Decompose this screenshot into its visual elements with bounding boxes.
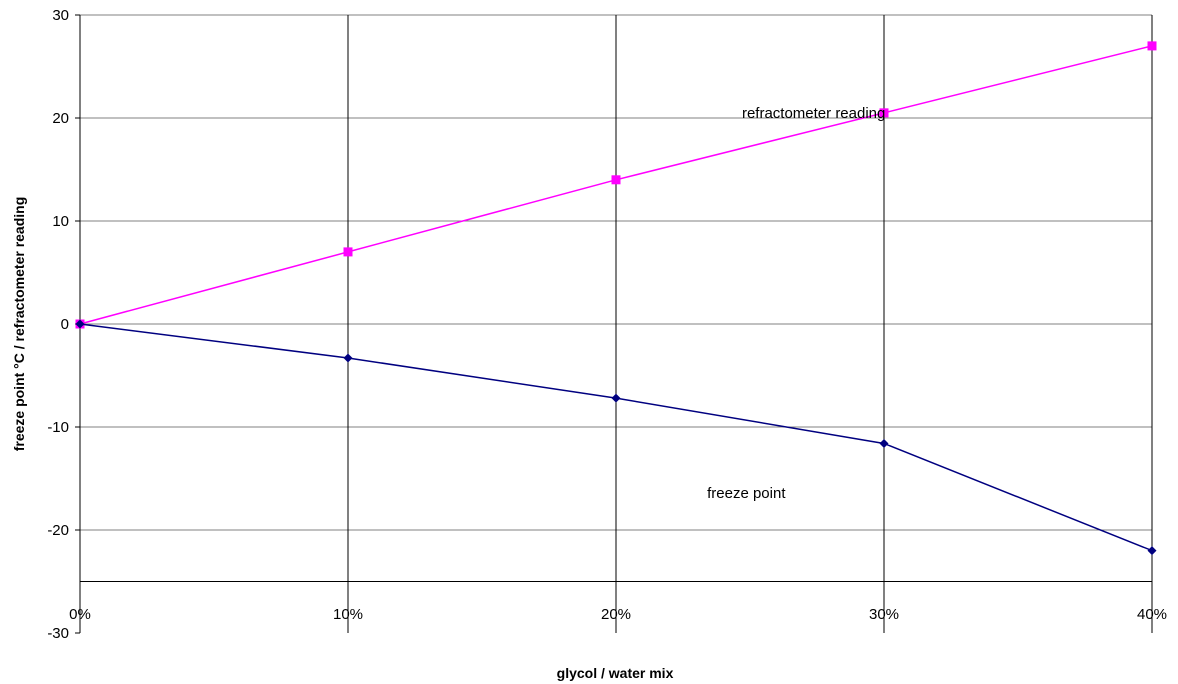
data-point-diamond [1147,546,1157,556]
grid-layer [80,14,1153,633]
y-tick-label: -30 [47,625,69,642]
data-point-diamond [343,353,353,363]
y-tick-label: 10 [52,213,69,230]
x-tick-label: 30% [869,606,899,623]
y-tick-label: -10 [47,419,69,436]
data-point-square [1147,41,1157,51]
x-tick-label: 10% [333,606,363,623]
y-tick-label: 20 [52,110,69,127]
label-layer: -30 -20 -10 0 10 20 30 0% 10% 20% 30% 40% glycol / w… [11,7,1167,681]
data-point-square [879,108,889,118]
y-axis-title: freeze point °C / refractometer reading [11,197,27,452]
data-point-diamond [879,438,889,448]
data-point-square [611,175,621,185]
data-point-diamond [611,393,621,403]
x-tick-label: 0% [69,606,91,623]
series-annotation: freeze point [707,485,786,502]
x-tick-label: 20% [601,606,631,623]
y-tick-label: -20 [47,522,69,539]
data-point-diamond [75,319,85,329]
series-annotation: refractometer reading [742,105,885,122]
series-layer [75,41,1157,556]
x-axis-title: glycol / water mix [557,665,674,681]
x-tick-label: 40% [1137,606,1167,623]
data-point-square [343,247,353,257]
y-tick-label: 30 [52,7,69,24]
y-tick-label: 0 [61,316,69,333]
